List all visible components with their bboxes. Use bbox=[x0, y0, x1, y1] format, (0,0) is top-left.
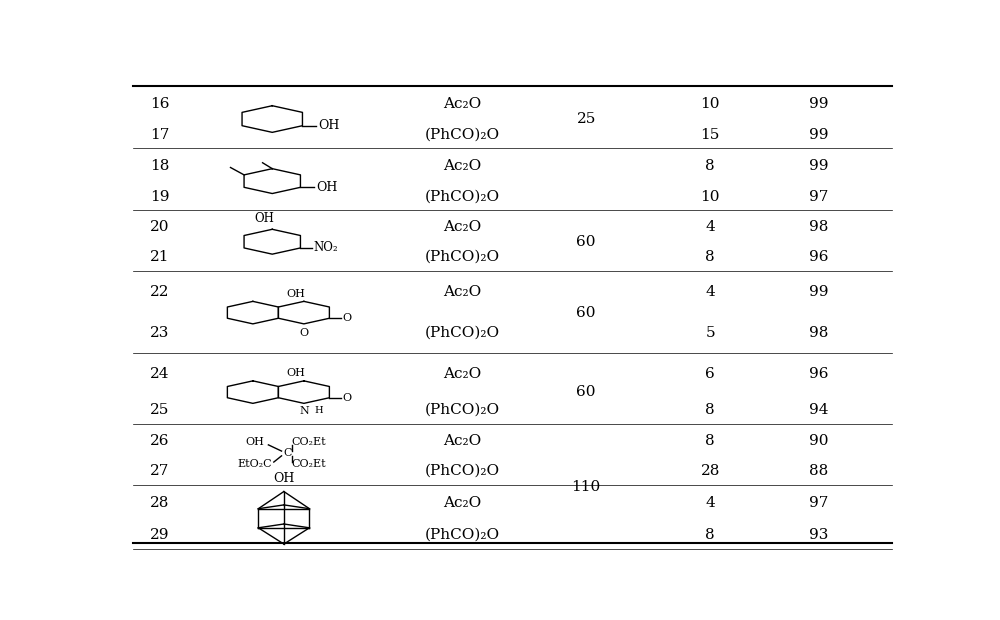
Text: 8: 8 bbox=[705, 433, 715, 448]
Text: (PhCO)₂O: (PhCO)₂O bbox=[425, 190, 500, 203]
Text: Ac₂O: Ac₂O bbox=[443, 285, 481, 299]
Text: 60: 60 bbox=[576, 306, 596, 320]
Text: CO₂Et: CO₂Et bbox=[292, 459, 326, 469]
Text: OH: OH bbox=[255, 213, 274, 226]
Text: 96: 96 bbox=[809, 250, 828, 264]
Text: 94: 94 bbox=[809, 403, 828, 417]
Text: 18: 18 bbox=[150, 159, 170, 172]
Text: 17: 17 bbox=[150, 128, 170, 141]
Text: 99: 99 bbox=[809, 285, 828, 299]
Text: 26: 26 bbox=[150, 433, 170, 448]
Text: 19: 19 bbox=[150, 190, 170, 203]
Text: 16: 16 bbox=[150, 97, 170, 110]
Text: OH: OH bbox=[318, 119, 339, 132]
Text: 27: 27 bbox=[150, 464, 170, 478]
Text: 88: 88 bbox=[809, 464, 828, 478]
Text: 20: 20 bbox=[150, 219, 170, 234]
Text: O: O bbox=[299, 328, 308, 338]
Text: Ac₂O: Ac₂O bbox=[443, 159, 481, 172]
Text: 28: 28 bbox=[700, 464, 720, 478]
Text: 22: 22 bbox=[150, 285, 170, 299]
Text: 8: 8 bbox=[705, 403, 715, 417]
Text: 10: 10 bbox=[700, 97, 720, 110]
Text: Ac₂O: Ac₂O bbox=[443, 219, 481, 234]
Text: (PhCO)₂O: (PhCO)₂O bbox=[425, 464, 500, 478]
Text: 99: 99 bbox=[809, 128, 828, 141]
Text: 99: 99 bbox=[809, 159, 828, 172]
Text: 4: 4 bbox=[705, 497, 715, 510]
Text: EtO₂C: EtO₂C bbox=[237, 459, 272, 469]
Text: Ac₂O: Ac₂O bbox=[443, 433, 481, 448]
Text: 96: 96 bbox=[809, 367, 828, 381]
Text: 98: 98 bbox=[809, 219, 828, 234]
Text: O: O bbox=[343, 392, 352, 403]
Text: (PhCO)₂O: (PhCO)₂O bbox=[425, 528, 500, 542]
Text: (PhCO)₂O: (PhCO)₂O bbox=[425, 250, 500, 264]
Text: 99: 99 bbox=[809, 97, 828, 110]
Text: (PhCO)₂O: (PhCO)₂O bbox=[425, 128, 500, 141]
Text: OH: OH bbox=[287, 288, 306, 298]
Text: 60: 60 bbox=[576, 385, 596, 399]
Text: OH: OH bbox=[316, 181, 337, 194]
Text: C: C bbox=[284, 448, 292, 458]
Text: Ac₂O: Ac₂O bbox=[443, 97, 481, 110]
Text: Ac₂O: Ac₂O bbox=[443, 497, 481, 510]
Text: 4: 4 bbox=[705, 219, 715, 234]
Text: 90: 90 bbox=[809, 433, 828, 448]
Text: 97: 97 bbox=[809, 190, 828, 203]
Text: OH: OH bbox=[273, 472, 295, 485]
Text: 23: 23 bbox=[150, 326, 170, 340]
Text: OH: OH bbox=[246, 438, 264, 448]
Text: 29: 29 bbox=[150, 528, 170, 542]
Text: 21: 21 bbox=[150, 250, 170, 264]
Text: CO₂Et: CO₂Et bbox=[292, 438, 326, 448]
Text: 60: 60 bbox=[576, 235, 596, 249]
Text: 110: 110 bbox=[572, 480, 601, 494]
Text: 5: 5 bbox=[705, 326, 715, 340]
Text: 10: 10 bbox=[700, 190, 720, 203]
Text: 97: 97 bbox=[809, 497, 828, 510]
Text: 6: 6 bbox=[705, 367, 715, 381]
Text: 25: 25 bbox=[150, 403, 170, 417]
Text: NO₂: NO₂ bbox=[314, 241, 338, 254]
Text: (PhCO)₂O: (PhCO)₂O bbox=[425, 403, 500, 417]
Text: 98: 98 bbox=[809, 326, 828, 340]
Text: 24: 24 bbox=[150, 367, 170, 381]
Text: 25: 25 bbox=[576, 112, 596, 126]
Text: 8: 8 bbox=[705, 250, 715, 264]
Text: N: N bbox=[299, 405, 309, 416]
Text: O: O bbox=[343, 313, 352, 323]
Text: H: H bbox=[314, 405, 323, 415]
Text: 15: 15 bbox=[700, 128, 720, 141]
Text: 8: 8 bbox=[705, 528, 715, 542]
Text: OH: OH bbox=[287, 368, 306, 378]
Text: 28: 28 bbox=[150, 497, 170, 510]
Text: (PhCO)₂O: (PhCO)₂O bbox=[425, 326, 500, 340]
Text: Ac₂O: Ac₂O bbox=[443, 367, 481, 381]
Text: 93: 93 bbox=[809, 528, 828, 542]
Text: 4: 4 bbox=[705, 285, 715, 299]
Text: 8: 8 bbox=[705, 159, 715, 172]
